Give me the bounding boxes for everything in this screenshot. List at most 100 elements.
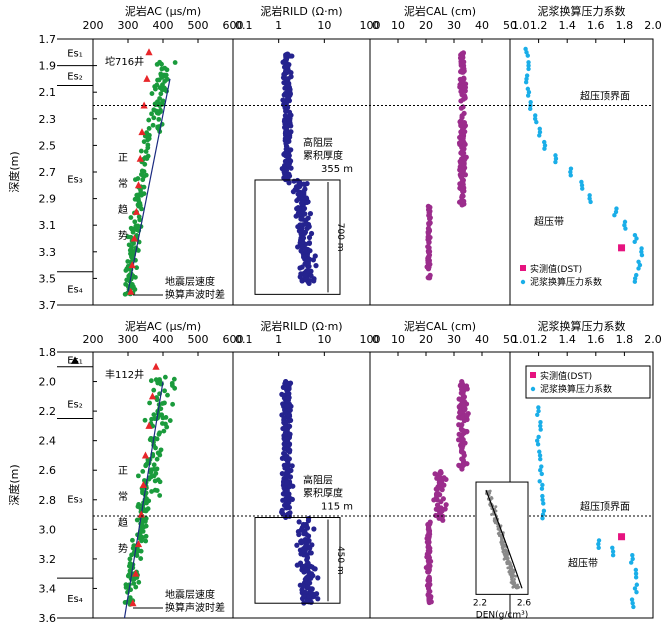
- well-panel-tuo716: 深度(m) 1.7 1.9 2.1 2.3 2.5 2.7 2.9 3.1 3.3 3.5 3.7 泥岩…: [7, 4, 662, 312]
- seismic-ac-triangle: [140, 101, 148, 109]
- mud-coef-point: [632, 586, 638, 591]
- rild-point: [295, 191, 301, 197]
- depth-tick-label: 3.6: [39, 612, 57, 625]
- cal-point: [456, 431, 462, 437]
- ac-point: [160, 421, 165, 426]
- cal-point: [426, 234, 432, 241]
- mud-coef-point: [541, 501, 546, 506]
- mud-coef-point: [525, 93, 531, 98]
- ac-point: [156, 116, 162, 122]
- mud-coef-point: [579, 179, 584, 185]
- track-tick-label: 200: [83, 333, 104, 346]
- rild-point: [313, 263, 319, 269]
- den-tick-label: 2.2: [473, 598, 487, 608]
- seismic-ac-triangle: [134, 181, 143, 189]
- cal-point: [457, 139, 464, 145]
- den-point: [509, 572, 513, 576]
- ac-point: [132, 219, 138, 225]
- track-tick-label: 40: [475, 19, 489, 32]
- rild-point: [304, 584, 310, 590]
- mud-coef-point: [526, 66, 531, 72]
- ac-point: [154, 82, 160, 88]
- rild-point: [307, 545, 313, 551]
- ac-point: [142, 161, 148, 167]
- mud-coef-point: [535, 438, 540, 443]
- rild-point: [286, 109, 293, 115]
- seismic-ac-triangle: [132, 207, 140, 215]
- cal-point: [427, 519, 433, 525]
- rild-point: [311, 278, 317, 284]
- high-res-interval-label: 700 m: [335, 223, 345, 252]
- rild-point: [302, 229, 309, 235]
- den-point: [507, 570, 511, 574]
- ac-point: [125, 234, 131, 240]
- cal-point: [458, 98, 464, 104]
- mud-coef-point: [524, 73, 530, 78]
- track-tick-label: 2.0: [644, 19, 662, 32]
- cal-point: [436, 515, 442, 521]
- ac-point: [125, 573, 131, 579]
- legend: 实测值(DST)泥浆换算压力系数: [525, 365, 651, 399]
- track-tick-label: 50: [503, 19, 517, 32]
- den-point: [511, 568, 515, 572]
- rild-point: [293, 184, 300, 190]
- seismic-label: 地震层速度: [165, 275, 215, 288]
- depth-tick-label: 2.5: [39, 139, 57, 152]
- den-point: [512, 574, 516, 578]
- rild-point: [302, 246, 309, 252]
- seismic-ac-triangle: [143, 74, 151, 82]
- depth-tick-label: 1.9: [39, 60, 57, 73]
- cal-point: [461, 452, 467, 459]
- ac-point: [146, 136, 152, 142]
- mud-coef-point: [537, 453, 543, 458]
- mud-coef-point: [537, 126, 542, 131]
- ac-point: [139, 524, 145, 529]
- rild-point: [298, 248, 304, 254]
- ac-point: [159, 66, 165, 72]
- ac-point: [138, 148, 144, 154]
- den-axis-label: DEN(g/cm³): [476, 610, 528, 620]
- cal-point: [458, 396, 465, 402]
- cal-points: [424, 50, 469, 281]
- track-tick-label: 100: [360, 333, 381, 346]
- mud-coef-point: [528, 99, 533, 105]
- track-tick-label: 30: [447, 333, 461, 346]
- rild-point: [283, 436, 289, 442]
- depth-tick-label: 1.7: [39, 33, 57, 46]
- ac-point: [149, 416, 154, 422]
- mud-coef-point: [630, 601, 635, 606]
- trend-label-char: 正: [118, 466, 128, 477]
- ac-point: [137, 535, 143, 541]
- rild-point: [282, 410, 289, 416]
- rild-point: [285, 468, 291, 475]
- seismic-ac-triangle: [141, 451, 150, 459]
- seismic-ac-triangle: [145, 421, 153, 429]
- cal-point: [459, 144, 466, 151]
- cal-point: [464, 413, 470, 419]
- seismic-ac-triangle: [148, 392, 157, 400]
- mud-coef-point: [634, 582, 640, 587]
- rild-point: [310, 591, 316, 597]
- rild-point: [286, 442, 293, 448]
- ac-point: [138, 190, 144, 195]
- cal-point: [459, 445, 465, 451]
- mud-coef-point: [633, 575, 639, 580]
- den-point: [508, 561, 512, 565]
- ac-point: [134, 265, 140, 271]
- ac-point: [149, 91, 155, 96]
- track-tick-label: 2.0: [644, 333, 662, 346]
- rild-point: [280, 401, 286, 407]
- rild-point: [283, 141, 289, 147]
- legend-dst-label: 实测值(DST): [540, 370, 592, 382]
- rild-point: [306, 515, 312, 522]
- ac-points: [122, 59, 178, 297]
- cal-point: [458, 160, 464, 166]
- mud-coef-point: [633, 567, 639, 573]
- depth-tick-label: 3.5: [39, 272, 57, 285]
- seismic-ac-triangle: [139, 481, 147, 488]
- rild-point: [282, 173, 288, 179]
- ac-point: [140, 469, 146, 474]
- cal-point: [459, 171, 466, 177]
- cal-point: [425, 564, 431, 570]
- cal-point: [458, 123, 464, 129]
